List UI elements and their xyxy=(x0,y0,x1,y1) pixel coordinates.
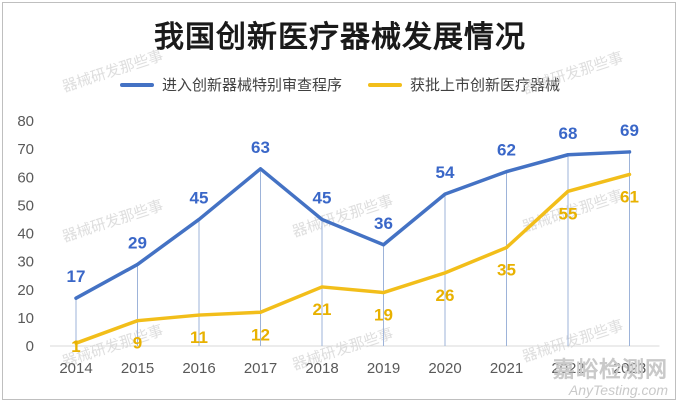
data-label: 36 xyxy=(374,214,393,233)
data-label: 29 xyxy=(128,233,147,252)
data-label: 55 xyxy=(559,204,578,223)
data-point xyxy=(505,170,508,174)
x-tick-label: 2014 xyxy=(59,360,92,377)
x-tick-label: 2021 xyxy=(490,360,523,377)
brand-url: AnyTesting.com xyxy=(568,381,668,398)
data-point xyxy=(197,217,201,221)
y-tick-label: 70 xyxy=(17,141,34,158)
brand-watermark: 嘉峪检测网 AnyTesting.com xyxy=(553,358,668,398)
data-label: 45 xyxy=(190,188,209,207)
data-point xyxy=(320,285,324,289)
data-point xyxy=(443,271,447,275)
data-label: 1 xyxy=(71,337,80,356)
data-point xyxy=(628,172,631,176)
data-point xyxy=(566,153,570,157)
data-point xyxy=(382,291,385,295)
data-point xyxy=(320,217,324,221)
y-tick-label: 0 xyxy=(26,338,34,355)
data-point xyxy=(197,313,201,317)
y-tick-label: 30 xyxy=(17,254,34,271)
y-tick-label: 20 xyxy=(17,282,34,299)
x-tick-label: 2018 xyxy=(305,360,338,377)
data-point xyxy=(259,310,262,314)
series-line-2 xyxy=(74,172,632,345)
legend-label-series-2: 获批上市创新医疗器械 xyxy=(410,77,561,94)
legend-label-series-1: 进入创新器械特别审查程序 xyxy=(161,77,342,94)
y-tick-label: 60 xyxy=(17,169,34,186)
data-label: 12 xyxy=(251,325,270,344)
legend-item-series-1: 进入创新器械特别审查程序 xyxy=(119,74,342,95)
legend-swatch-series-2 xyxy=(368,82,402,87)
x-tick-label: 2020 xyxy=(428,360,461,377)
data-label: 26 xyxy=(436,286,455,305)
data-label: 68 xyxy=(559,124,578,143)
legend-swatch-series-1 xyxy=(119,82,154,87)
chart-legend: 进入创新器械特别审查程序 获批上市创新医疗器械 xyxy=(0,74,680,95)
data-point xyxy=(136,262,139,266)
x-tick-label: 2022 xyxy=(551,360,584,377)
data-label: 19 xyxy=(374,306,393,325)
data-point xyxy=(382,243,385,247)
data-label: 11 xyxy=(190,328,208,347)
data-label: 35 xyxy=(497,261,516,280)
data-point xyxy=(74,296,78,300)
chart-frame xyxy=(2,2,676,400)
chart-title: 我国创新医疗器械发展情况 xyxy=(154,21,526,54)
data-point xyxy=(566,189,570,193)
x-tick-label: 2017 xyxy=(244,360,277,377)
data-label: 21 xyxy=(313,300,332,319)
x-tick-label: 2023 xyxy=(613,360,646,377)
brand-name: 嘉峪检测网 xyxy=(552,357,668,383)
y-tick-label: 80 xyxy=(17,113,34,130)
y-tick-label: 40 xyxy=(17,226,34,243)
y-tick-label: 10 xyxy=(17,310,34,327)
data-point xyxy=(259,167,262,171)
data-point xyxy=(505,246,508,250)
x-tick-label: 2019 xyxy=(367,360,400,377)
data-label: 17 xyxy=(67,267,86,286)
data-point xyxy=(628,150,631,154)
data-label: 63 xyxy=(251,138,270,157)
series-line-1 xyxy=(74,150,632,300)
data-point xyxy=(136,319,139,323)
legend-item-series-2: 获批上市创新医疗器械 xyxy=(368,74,560,95)
data-label: 62 xyxy=(497,141,516,160)
data-point xyxy=(443,192,447,196)
data-label: 61 xyxy=(620,187,639,206)
data-point xyxy=(74,341,78,345)
x-tick-label: 2016 xyxy=(182,360,215,377)
x-tick-label: 2015 xyxy=(121,360,154,377)
data-label: 9 xyxy=(133,334,142,353)
y-tick-label: 50 xyxy=(17,197,34,214)
data-label: 45 xyxy=(313,188,332,207)
data-label: 69 xyxy=(620,121,639,140)
data-label: 54 xyxy=(436,163,455,182)
